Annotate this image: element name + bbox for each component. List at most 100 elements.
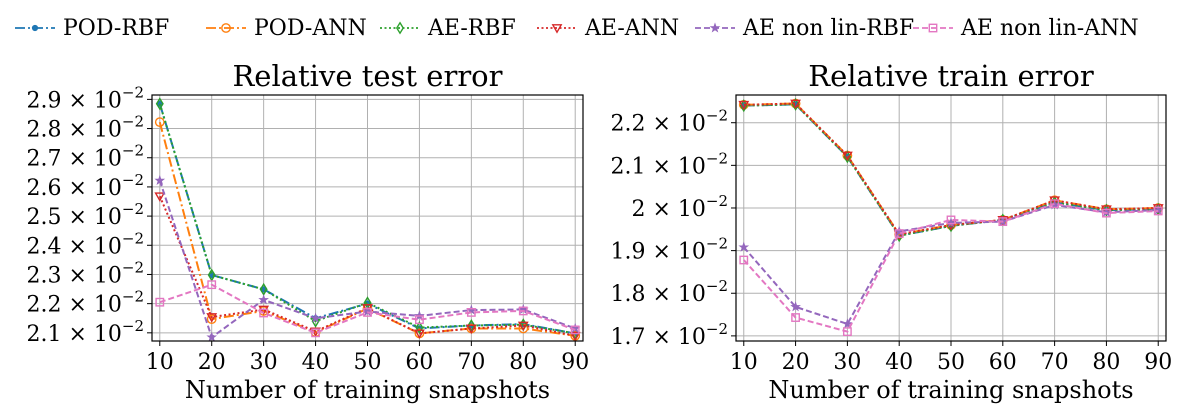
y-tick-label: 2 × 10−2 — [631, 192, 728, 222]
x-tick-label: 50 — [354, 350, 382, 375]
data-point-ae-non-lin-ann — [998, 217, 1008, 227]
data-point-ae-ann — [517, 321, 529, 332]
data-point-ae-non-lin-ann — [518, 306, 528, 316]
train-error-panel: 10 20 30 40 50 60 70 80 90 1.7 × 10−2 1.8 × 10−2 1.… — [610, 59, 1172, 404]
data-point-ae-non-lin-rbf — [206, 331, 218, 342]
grid — [736, 95, 1166, 341]
data-point-ae-non-lin-ann — [946, 215, 956, 225]
legend-marker-ae-rbf — [395, 21, 405, 35]
x-tick-label: 30 — [833, 350, 861, 375]
data-point-ae-ann — [206, 313, 218, 323]
x-tick-label: 80 — [1092, 350, 1120, 375]
data-point-ae-rbf — [415, 321, 424, 335]
x-tick-label: 20 — [782, 350, 810, 375]
y-tick-label: 2.1 × 10−2 — [26, 317, 144, 347]
data-point-ae-non-lin-rbf — [738, 241, 750, 252]
legend-item-ae-non-lin-ann: AE non lin-ANN — [913, 16, 1139, 41]
data-point-ae-non-lin-ann — [1153, 206, 1163, 216]
legend-label-ae-non-lin-rbf: AE non lin-RBF — [742, 16, 914, 41]
legend-marker-ae-non-lin-rbf — [709, 22, 721, 33]
data-point-ae-non-lin-ann — [207, 280, 217, 290]
x-tick-label: 60 — [989, 350, 1017, 375]
data-point-ae-ann — [1049, 196, 1061, 206]
data-point-ae-non-lin-ann — [842, 327, 852, 337]
legend-marker-pod-rbf — [31, 24, 39, 32]
y-tick-label: 2.5 × 10−2 — [26, 200, 144, 230]
legend-label-ae-non-lin-ann: AE non lin-ANN — [960, 16, 1139, 41]
data-point-ae-non-lin-rbf — [790, 301, 801, 312]
chart-title: Relative test error — [232, 59, 502, 93]
x-axis-label: Number of training snapshots — [185, 376, 550, 404]
x-tick-label: 50 — [937, 350, 965, 375]
x-tick-label: 70 — [457, 350, 485, 375]
legend-label-ae-rbf: AE-RBF — [427, 16, 516, 41]
x-tick-label: 10 — [146, 350, 174, 375]
chart-title: Relative train error — [808, 59, 1094, 93]
legend-label-pod-rbf: POD-RBF — [63, 16, 169, 41]
data-point-ae-non-lin-ann — [415, 315, 424, 325]
test-error-panel: 10 20 30 40 50 60 70 80 902.1 × 10−22.2 × 10−22.… — [26, 59, 589, 404]
x-tick-label: 70 — [1041, 350, 1069, 375]
y-tick-label: 2.2 × 10−2 — [26, 288, 144, 318]
legend-item-pod-ann: POD-ANN — [206, 16, 367, 41]
legend-marker-ae-ann — [551, 24, 563, 34]
data-point-ae-non-lin-rbf — [310, 312, 321, 323]
y-tick-label: 2.2 × 10−2 — [610, 107, 728, 137]
x-tick-label: 60 — [405, 350, 433, 375]
grid — [152, 95, 583, 341]
legend: POD-RBF POD-ANN AE-RBF AE-ANN AE non lin-RBF… — [15, 16, 1139, 41]
x-tick-label: 90 — [561, 350, 589, 375]
legend-item-pod-rbf: POD-RBF — [15, 16, 169, 41]
y-tick-label: 1.9 × 10−2 — [610, 235, 728, 265]
data-point-ae-rbf — [207, 268, 216, 282]
series-ae-non-lin-ann — [739, 199, 1163, 337]
legend-marker-ae-non-lin-ann — [928, 23, 938, 33]
data-point-ae-ann — [569, 331, 581, 342]
series-line-ae-non-lin-ann — [159, 283, 576, 334]
data-point-ae-ann — [465, 324, 477, 335]
data-point-ae-ann — [414, 329, 425, 340]
y-tick-label: 2.4 × 10−2 — [26, 229, 144, 259]
data-point-pod-ann — [206, 314, 217, 325]
data-point-ae-non-lin-ann — [570, 325, 580, 335]
data-point-ae-non-lin-ann — [363, 308, 372, 317]
x-tick-label: 80 — [509, 350, 537, 375]
data-point-ae-non-lin-rbf — [154, 174, 166, 186]
data-point-ae-non-lin-ann — [739, 255, 749, 265]
series-line-ae-rbf — [743, 103, 1159, 237]
y-tick-label: 2.1 × 10−2 — [610, 149, 728, 179]
legend-item-ae-non-lin-rbf: AE non lin-RBF — [695, 16, 914, 41]
data-point-ae-non-lin-ann — [259, 308, 269, 318]
x-tick-label: 40 — [302, 350, 330, 375]
x-tick-label: 30 — [250, 350, 278, 375]
y-tick-label: 2.7 × 10−2 — [26, 142, 144, 172]
data-point-ae-ann — [841, 151, 853, 162]
y-tick-label: 1.7 × 10−2 — [610, 320, 728, 350]
data-point-ae-non-lin-ann — [155, 297, 165, 307]
data-point-ae-ann — [154, 192, 166, 202]
x-tick-label: 20 — [198, 350, 226, 375]
data-point-ae-non-lin-ann — [791, 313, 800, 322]
data-point-ae-non-lin-ann — [311, 328, 320, 338]
y-tick-label: 2.8 × 10−2 — [26, 113, 144, 143]
data-point-ae-non-lin-ann — [1050, 199, 1060, 209]
legend-marker-pod-ann — [221, 23, 231, 33]
x-tick-label: 90 — [1144, 350, 1172, 375]
y-tick-label: 1.8 × 10−2 — [610, 277, 728, 307]
legend-item-ae-rbf: AE-RBF — [380, 16, 516, 41]
y-tick-label: 2.3 × 10−2 — [26, 258, 144, 288]
data-point-ae-rbf — [467, 318, 476, 333]
series-line-ae-ann — [743, 102, 1159, 236]
series-line-ae-non-lin-ann — [743, 202, 1159, 333]
series-ae-non-lin-ann — [155, 280, 580, 338]
legend-label-ae-ann: AE-ANN — [584, 16, 679, 41]
y-tick-label: 2.6 × 10−2 — [26, 171, 144, 201]
data-point-ae-non-lin-ann — [894, 229, 904, 238]
x-tick-label: 40 — [885, 350, 913, 375]
data-point-ae-non-lin-ann — [466, 308, 476, 317]
y-tick-label: 2.9 × 10−2 — [26, 83, 144, 113]
data-point-ae-ann — [738, 100, 750, 111]
data-point-ae-non-lin-rbf — [258, 294, 269, 305]
data-point-pod-ann — [154, 117, 165, 128]
